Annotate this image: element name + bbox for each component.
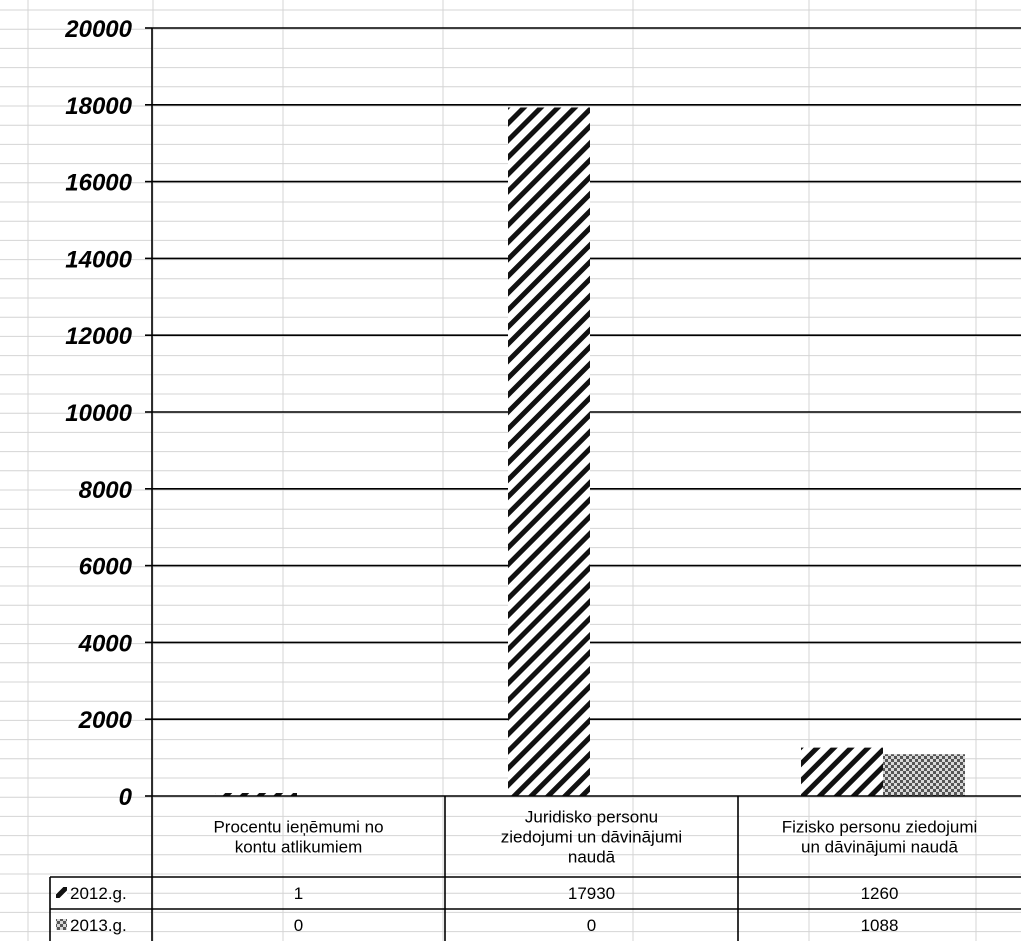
y-tick-label: 16000 bbox=[65, 170, 132, 197]
y-tick-label: 10000 bbox=[65, 400, 132, 427]
y-tick-label: 0 bbox=[119, 784, 133, 811]
chart-axes bbox=[145, 27, 1021, 797]
chart-bars bbox=[215, 107, 965, 797]
legend-key-2012.g. bbox=[56, 887, 67, 898]
table-cell: 1260 bbox=[861, 884, 899, 903]
table-cell: 1088 bbox=[861, 916, 899, 935]
table-cell: 1 bbox=[294, 884, 303, 903]
bar-2013.g. bbox=[883, 754, 965, 796]
y-tick-label: 4000 bbox=[78, 630, 133, 657]
legend-label: 2012.g. bbox=[70, 884, 127, 903]
category-label: un dāvinājumi naudā bbox=[801, 838, 958, 857]
y-tick-label: 14000 bbox=[65, 246, 132, 273]
table-cell: 17930 bbox=[568, 884, 615, 903]
legend-label: 2013.g. bbox=[70, 916, 127, 935]
category-label: Juridisko personu bbox=[525, 808, 658, 827]
bar-2012.g. bbox=[215, 793, 297, 796]
category-label: Procentu ieņēmumi no bbox=[213, 818, 383, 837]
legend-key-2013.g. bbox=[56, 919, 67, 930]
category-label: kontu atlikumiem bbox=[235, 838, 363, 857]
bar-2012.g. bbox=[801, 747, 883, 796]
category-label: Fizisko personu ziedojumi bbox=[782, 818, 978, 837]
y-tick-label: 18000 bbox=[65, 93, 132, 120]
bar-2012.g. bbox=[508, 107, 590, 797]
y-tick-label: 20000 bbox=[64, 16, 132, 43]
y-tick-label: 12000 bbox=[65, 323, 132, 350]
y-tick-label: 6000 bbox=[79, 554, 133, 581]
y-tick-label: 2000 bbox=[78, 707, 133, 734]
category-label: ziedojumi un dāvinājumi bbox=[501, 828, 682, 847]
category-label: naudā bbox=[568, 848, 616, 867]
table-cell: 0 bbox=[587, 916, 596, 935]
y-tick-label: 8000 bbox=[79, 477, 133, 504]
table-cell: 0 bbox=[294, 916, 303, 935]
y-axis-tick-labels: 0 2000 4000 6000 8000 10000 12000 14000 16000 180… bbox=[64, 16, 132, 811]
